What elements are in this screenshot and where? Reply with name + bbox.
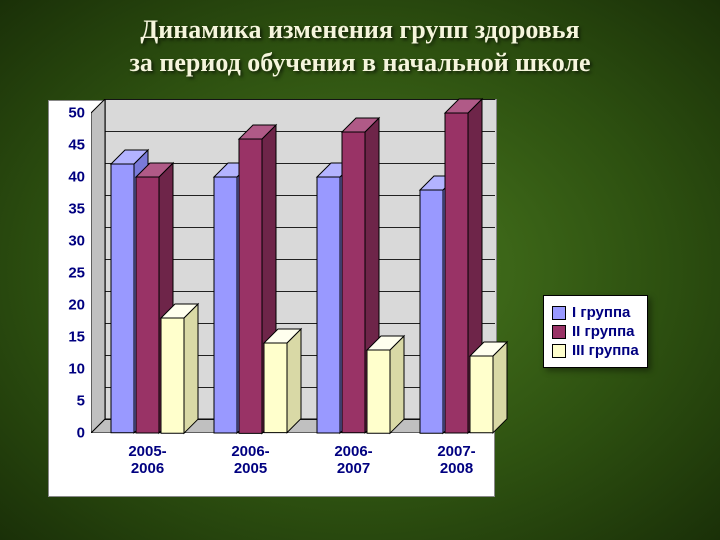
bar: [342, 132, 365, 433]
title-line2: за период обучения в начальной школе: [129, 48, 590, 77]
title-line1: Динамика изменения групп здоровья: [140, 15, 579, 44]
bar: [317, 177, 340, 433]
bar: [136, 177, 159, 433]
legend-label: I группа: [572, 304, 630, 321]
y-tick-label: 10: [68, 361, 91, 378]
y-tick-label: 20: [68, 297, 91, 314]
bar: [420, 190, 443, 433]
legend-item: I группа: [552, 304, 639, 321]
y-tick-label: 0: [77, 425, 91, 442]
legend-label: II группа: [572, 323, 635, 340]
bar: [239, 139, 262, 433]
y-tick-label: 15: [68, 329, 91, 346]
x-tick-label: 2006-2005: [231, 433, 269, 478]
bar: [264, 343, 287, 433]
bar: [445, 113, 468, 433]
y-tick-label: 45: [68, 137, 91, 154]
bar: [111, 164, 134, 433]
bar: [367, 350, 390, 433]
chart-box: 0 5 10 15 20 25 30 35 40 45 50 2005-2006 2006-2005 2…: [48, 100, 495, 497]
y-tick-label: 50: [68, 105, 91, 122]
x-tick-label: 2005-2006: [128, 433, 166, 478]
legend-item: III группа: [552, 342, 639, 359]
bar: [470, 356, 493, 433]
legend-swatch: [552, 344, 566, 358]
legend-swatch: [552, 306, 566, 320]
legend-item: II группа: [552, 323, 639, 340]
legend-label: III группа: [572, 342, 639, 359]
legend: I группа II группа III группа: [543, 295, 648, 368]
legend-swatch: [552, 325, 566, 339]
gridline: [105, 131, 495, 132]
slide: Динамика изменения групп здоровья за пер…: [0, 0, 720, 540]
x-tick-label: 2006-2007: [334, 433, 372, 478]
slide-title: Динамика изменения групп здоровья за пер…: [0, 0, 720, 79]
x-tick-label: 2007-2008: [437, 433, 475, 478]
gridline: [105, 99, 495, 100]
y-tick-label: 5: [77, 393, 91, 410]
bar: [214, 177, 237, 433]
y-tick-label: 35: [68, 201, 91, 218]
y-tick-label: 25: [68, 265, 91, 282]
chart: 0 5 10 15 20 25 30 35 40 45 50 2005-2006 2006-2005 2…: [48, 100, 668, 510]
y-tick-label: 30: [68, 233, 91, 250]
bar: [161, 318, 184, 433]
y-tick-label: 40: [68, 169, 91, 186]
plot-area: 05101520253035404550 2005-20062006-20052…: [91, 113, 481, 433]
